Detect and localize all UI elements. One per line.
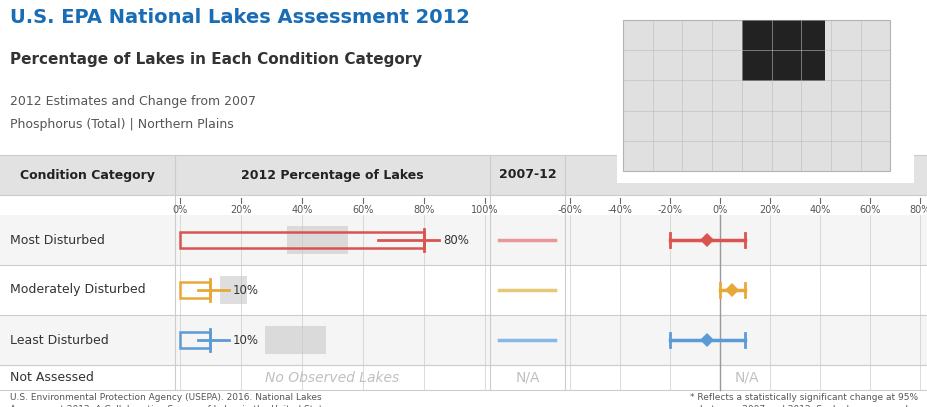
Text: -20%: -20%: [657, 205, 681, 215]
Text: 2012 Estimates and Change from 2007: 2012 Estimates and Change from 2007: [10, 95, 256, 108]
Text: Condition Category: Condition Category: [20, 168, 155, 182]
Bar: [0, 155, 927, 195]
Text: 20%: 20%: [758, 205, 780, 215]
Bar: [180, 232, 424, 248]
Text: N/A: N/A: [733, 370, 758, 385]
Text: No Observed Lakes: No Observed Lakes: [265, 370, 400, 385]
Bar: [265, 326, 326, 354]
Bar: [622, 20, 889, 171]
Text: Percentage of Lakes in Each Condition Category: Percentage of Lakes in Each Condition Ca…: [10, 52, 422, 67]
Text: 0%: 0%: [172, 205, 187, 215]
Text: U.S. EPA National Lakes Assessment 2012: U.S. EPA National Lakes Assessment 2012: [10, 8, 469, 27]
Text: 60%: 60%: [352, 205, 374, 215]
Text: Change in % Points: Change in % Points: [679, 168, 813, 182]
Bar: [0, 315, 927, 365]
Text: * Reflects a statistically significant change at 95%
between 2007 and 2012. Such: * Reflects a statistically significant c…: [689, 393, 917, 407]
Bar: [180, 332, 210, 348]
Text: N/A: N/A: [514, 370, 540, 385]
Bar: [0, 265, 927, 315]
Text: 10%: 10%: [233, 284, 259, 297]
Text: 40%: 40%: [808, 205, 830, 215]
Bar: [180, 282, 210, 298]
Text: 60%: 60%: [858, 205, 880, 215]
Text: 40%: 40%: [291, 205, 312, 215]
Text: 2012 Percentage of Lakes: 2012 Percentage of Lakes: [241, 168, 424, 182]
Text: 0%: 0%: [712, 205, 727, 215]
Text: -60%: -60%: [557, 205, 582, 215]
Text: 80%: 80%: [413, 205, 434, 215]
Text: Least Disturbed: Least Disturbed: [10, 333, 108, 346]
Bar: [0, 215, 927, 265]
Bar: [0, 365, 927, 390]
Text: 20%: 20%: [230, 205, 251, 215]
Text: 80%: 80%: [908, 205, 927, 215]
Text: 80%: 80%: [443, 234, 469, 247]
Text: 10%: 10%: [233, 333, 259, 346]
Text: Phosphorus (Total) | Northern Plains: Phosphorus (Total) | Northern Plains: [10, 118, 234, 131]
Text: Most Disturbed: Most Disturbed: [10, 234, 105, 247]
Text: 2007-12: 2007-12: [498, 168, 555, 182]
Text: -40%: -40%: [607, 205, 632, 215]
Text: Not Assessed: Not Assessed: [10, 371, 94, 384]
Text: U.S. Environmental Protection Agency (USEPA). 2016. National Lakes
Assessment 20: U.S. Environmental Protection Agency (US…: [10, 393, 336, 407]
Text: 100%: 100%: [471, 205, 498, 215]
Bar: [220, 276, 247, 304]
Bar: [741, 20, 824, 81]
Bar: [286, 226, 348, 254]
Text: Moderately Disturbed: Moderately Disturbed: [10, 284, 146, 297]
